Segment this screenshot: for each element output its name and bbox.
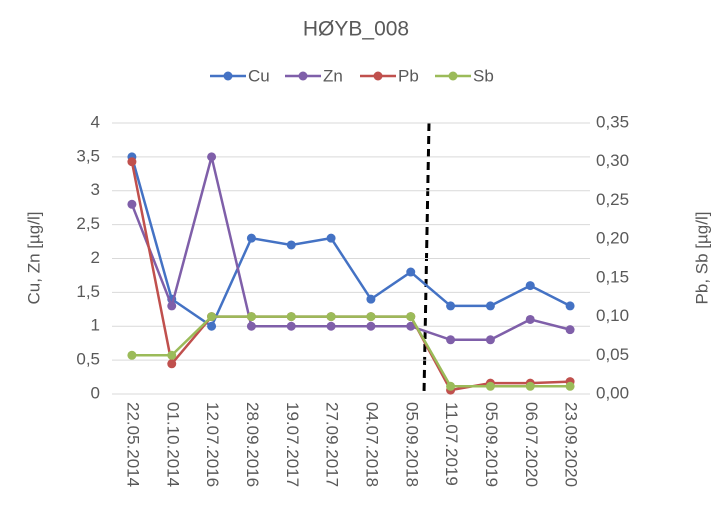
point <box>525 314 535 324</box>
y-tick-label: 0 <box>91 383 100 402</box>
y2-tick-label: 0,30 <box>596 151 629 170</box>
legend-label: Zn <box>323 66 343 85</box>
x-tick-label: 27.09.2017 <box>323 402 342 487</box>
point <box>326 321 336 331</box>
y2-tick-label: 0,05 <box>596 345 629 364</box>
x-tick-label: 04.07.2018 <box>362 402 381 487</box>
y-tick-label: 0,5 <box>76 350 100 369</box>
point <box>366 321 376 331</box>
y-tick-label: 1 <box>91 316 100 335</box>
x-tick-label: 22.05.2014 <box>123 402 142 487</box>
point <box>246 312 256 322</box>
point <box>446 381 456 391</box>
point <box>167 359 177 369</box>
point <box>366 294 376 304</box>
y-axis-title: Cu, Zn [µg/l] <box>24 212 43 305</box>
x-tick-label: 12.07.2016 <box>203 402 222 487</box>
chart-title: HØYB_008 <box>303 18 409 41</box>
y2-tick-label: 0,20 <box>596 229 629 248</box>
point <box>406 312 416 322</box>
point <box>127 199 137 209</box>
point <box>246 321 256 331</box>
y2-axis-title: Pb, Sb [µg/l] <box>692 212 711 305</box>
point <box>207 152 217 162</box>
point <box>246 233 256 243</box>
point <box>286 321 296 331</box>
point <box>565 381 575 391</box>
point <box>326 312 336 322</box>
point <box>525 281 535 291</box>
point <box>366 312 376 322</box>
x-tick-label: 28.09.2016 <box>243 402 262 487</box>
y-tick-label: 2 <box>91 248 100 267</box>
point <box>446 301 456 311</box>
point <box>286 240 296 250</box>
y2-tick-label: 0,00 <box>596 383 629 402</box>
point <box>207 321 217 331</box>
point <box>406 321 416 331</box>
series-line <box>130 156 571 342</box>
point <box>326 233 336 243</box>
y2-tick-label: 0,15 <box>596 267 629 286</box>
legend-marker <box>448 71 458 81</box>
x-tick-label: 06.07.2020 <box>522 402 541 487</box>
x-tick-label: 05.09.2019 <box>482 402 501 487</box>
legend-label: Sb <box>473 66 494 85</box>
y2-tick-label: 0,25 <box>596 190 629 209</box>
legend-marker <box>223 71 233 81</box>
point <box>406 267 416 277</box>
y2-tick-label: 0,10 <box>596 306 629 325</box>
point <box>565 301 575 311</box>
point <box>485 335 495 345</box>
y2-tick-label: 0,35 <box>596 112 629 131</box>
point <box>565 325 575 335</box>
x-tick-label: 23.09.2020 <box>562 402 581 487</box>
point <box>127 157 137 167</box>
legend-label: Cu <box>248 66 270 85</box>
point <box>446 335 456 345</box>
y-tick-label: 1,5 <box>76 282 100 301</box>
y-tick-label: 3 <box>91 180 100 199</box>
y-tick-label: 2,5 <box>76 214 100 233</box>
x-tick-label: 01.10.2014 <box>163 402 182 487</box>
point <box>525 381 535 391</box>
series-line <box>130 156 571 329</box>
y-tick-label: 4 <box>91 112 100 131</box>
legend-label: Pb <box>398 66 419 85</box>
point <box>167 350 177 360</box>
series-line <box>131 315 571 388</box>
point <box>286 312 296 322</box>
x-tick-label: 19.07.2017 <box>283 402 302 487</box>
x-tick-label: 05.09.2018 <box>402 402 421 487</box>
point <box>485 301 495 311</box>
series-line <box>130 161 571 392</box>
y-tick-label: 3,5 <box>76 146 100 165</box>
point <box>485 381 495 391</box>
point <box>127 350 137 360</box>
point <box>167 301 177 311</box>
legend-marker <box>298 71 308 81</box>
point <box>207 312 217 322</box>
legend-marker <box>373 71 383 81</box>
x-tick-label: 11.07.2019 <box>442 402 461 486</box>
